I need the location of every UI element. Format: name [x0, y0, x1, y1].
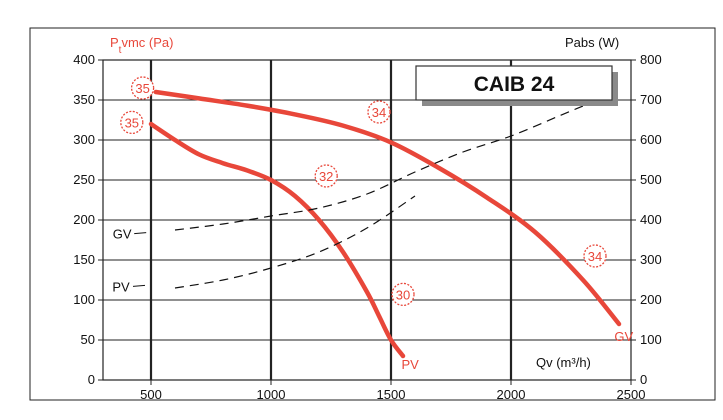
pressure-curve-gv	[153, 89, 622, 327]
y2-tick-label: 800	[640, 52, 662, 67]
ticks: 0 50 100 150 200 250 300 350 400 0 100 200 300 400 500…	[73, 52, 661, 402]
efficiency-marker-label: 35	[135, 81, 149, 96]
y-tick-label: 400	[73, 52, 95, 67]
labels: GV PV PV GV	[112, 227, 633, 372]
y2-tick-label: 300	[640, 252, 662, 267]
markers: 35 35 34 32 30 34	[120, 76, 607, 307]
x-tick-label: 2000	[497, 387, 526, 402]
efficiency-marker	[583, 244, 607, 268]
y2-tick-label: 400	[640, 212, 662, 227]
y2-tick-label: 0	[640, 372, 647, 387]
grid	[103, 60, 631, 380]
series-label: PV	[402, 357, 420, 372]
x-tick-label: 500	[140, 387, 162, 402]
series-label: GV	[113, 227, 132, 242]
power-curve-gv	[174, 95, 608, 231]
x-tick-label: 1500	[377, 387, 406, 402]
efficiency-marker	[130, 76, 155, 100]
efficiency-marker-label: 32	[319, 169, 333, 184]
y-tick-label: 0	[88, 372, 95, 387]
curves	[148, 89, 622, 359]
y-axis-label: Ptvmc (Pa)	[110, 35, 173, 56]
y2-tick-label: 700	[640, 92, 662, 107]
x-axis-label: Qv (m³/h)	[536, 355, 591, 370]
x-tick-label: 1000	[257, 387, 286, 402]
y2-tick-label: 200	[640, 292, 662, 307]
efficiency-marker-label: 34	[588, 249, 602, 264]
power-curve-pv	[174, 195, 416, 289]
pressure-curve-pv	[148, 121, 406, 359]
y-tick-label: 250	[73, 172, 95, 187]
chart-title: CAIB 24	[474, 73, 555, 96]
efficiency-marker-label: 35	[125, 115, 139, 130]
series-label: PV	[112, 279, 130, 294]
y-tick-label: 350	[73, 92, 95, 107]
series-label-leader	[132, 284, 146, 287]
y-tick-label: 200	[73, 212, 95, 227]
y-tick-label: 300	[73, 132, 95, 147]
y-tick-label: 150	[73, 252, 95, 267]
series-label-leader	[134, 232, 147, 235]
x-tick-label: 2500	[617, 387, 646, 402]
y2-tick-label: 600	[640, 132, 662, 147]
y-tick-label: 50	[81, 332, 95, 347]
series-label: GV	[614, 329, 633, 344]
y2-axis-label: Pabs (W)	[565, 35, 619, 50]
outer-frame	[29, 27, 716, 401]
efficiency-marker	[367, 100, 391, 124]
y2-tick-label: 500	[640, 172, 662, 187]
efficiency-marker	[314, 164, 338, 188]
efficiency-marker	[391, 282, 415, 307]
efficiency-marker-label: 30	[396, 287, 410, 302]
y-tick-label: 100	[73, 292, 95, 307]
efficiency-marker	[120, 110, 144, 135]
y2-tick-label: 100	[640, 332, 662, 347]
efficiency-marker-label: 34	[372, 105, 386, 120]
title-badge: CAIB 24	[415, 65, 618, 106]
